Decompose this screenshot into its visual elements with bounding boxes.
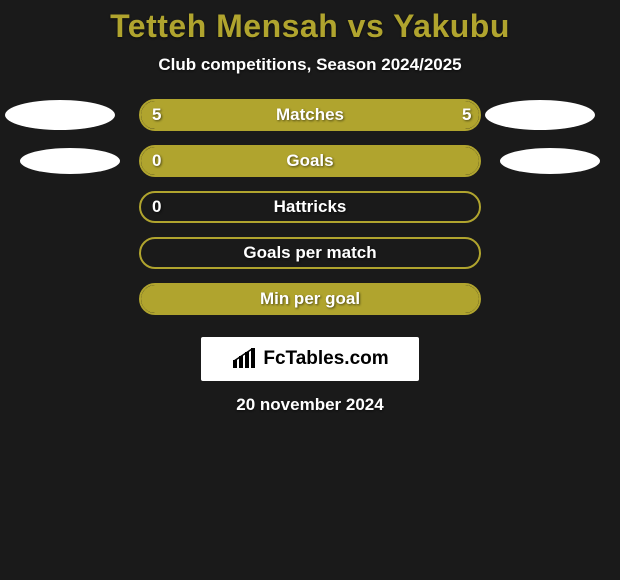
- date-text: 20 november 2024: [0, 395, 620, 415]
- stat-bar-fill: [141, 285, 479, 313]
- stat-row: Matches5 5: [0, 99, 620, 131]
- stat-bar: Matches: [139, 99, 481, 131]
- stat-value-left: 0: [152, 151, 161, 171]
- stat-label: Goals per match: [243, 243, 376, 263]
- stat-bar: Min per goal: [139, 283, 481, 315]
- branding-text: FcTables.com: [263, 348, 388, 370]
- stat-label: Hattricks: [274, 197, 347, 217]
- bars-icon: [231, 348, 257, 370]
- stat-row: Hattricks 0: [0, 191, 620, 223]
- page-title: Tetteh Mensah vs Yakubu: [0, 8, 620, 45]
- stat-bar: Goals per match: [139, 237, 481, 269]
- stat-value-left: 5: [152, 105, 161, 125]
- player-ellipse: [485, 100, 595, 130]
- branding-badge: FcTables.com: [201, 337, 419, 381]
- comparison-card: Tetteh Mensah vs Yakubu Club competition…: [0, 0, 620, 415]
- stat-bar: Goals: [139, 145, 481, 177]
- stats-rows: Matches55Goals0Hattricks0Goals per match…: [0, 99, 620, 315]
- stat-value-left: 0: [152, 197, 161, 217]
- stat-row: Goals per match: [0, 237, 620, 269]
- stat-bar-fill: [141, 147, 479, 175]
- stat-row: Goals0: [0, 145, 620, 177]
- player-ellipse: [20, 148, 120, 174]
- player-ellipse: [500, 148, 600, 174]
- stat-value-right: 5: [462, 105, 471, 125]
- stat-bar: Hattricks: [139, 191, 481, 223]
- player-ellipse: [5, 100, 115, 130]
- stat-row: Min per goal: [0, 283, 620, 315]
- stat-bar-fill: [141, 101, 479, 129]
- subtitle: Club competitions, Season 2024/2025: [0, 55, 620, 75]
